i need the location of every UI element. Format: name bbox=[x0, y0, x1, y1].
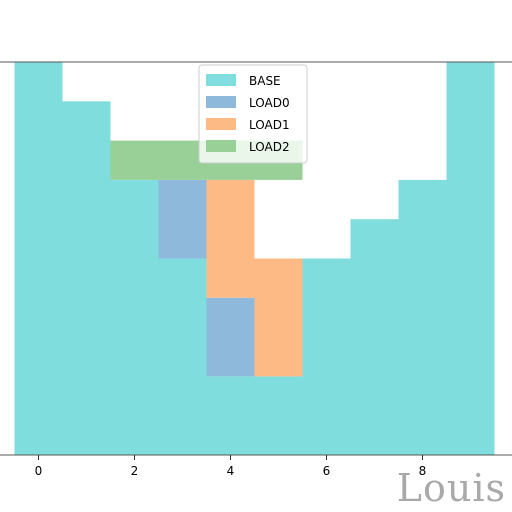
bar-base-5 bbox=[255, 376, 303, 455]
bar-load0-3 bbox=[159, 180, 207, 259]
x-axis-ticks: 02468 bbox=[35, 455, 427, 478]
bar-base-8 bbox=[399, 180, 447, 455]
legend-swatch-load1 bbox=[206, 118, 236, 130]
legend-swatch-load2 bbox=[206, 140, 236, 152]
legend-label-load0: LOAD0 bbox=[249, 96, 290, 110]
legend: BASE LOAD0 LOAD1 LOAD2 bbox=[199, 65, 307, 163]
bar-load1-4 bbox=[207, 180, 255, 298]
bar-base-6 bbox=[303, 259, 351, 456]
bar-base-7 bbox=[351, 219, 399, 455]
x-tick-label-6: 6 bbox=[323, 464, 331, 478]
x-tick-label-0: 0 bbox=[35, 464, 43, 478]
bar-load2-2 bbox=[111, 141, 159, 180]
watermark-text: Louis bbox=[397, 466, 506, 510]
bar-base-4 bbox=[207, 376, 255, 455]
legend-swatch-base bbox=[206, 74, 236, 86]
bar-base-2 bbox=[111, 180, 159, 455]
bar-load0-4 bbox=[207, 298, 255, 377]
bar-base-9 bbox=[447, 62, 495, 455]
legend-swatch-load0 bbox=[206, 96, 236, 108]
bar-load1-5 bbox=[255, 259, 303, 377]
bar-base-3 bbox=[159, 259, 207, 456]
legend-label-load1: LOAD1 bbox=[249, 118, 290, 132]
legend-label-load2: LOAD2 bbox=[249, 140, 290, 154]
x-tick-label-2: 2 bbox=[131, 464, 139, 478]
x-tick-label-4: 4 bbox=[227, 464, 235, 478]
bar-base-0 bbox=[15, 62, 63, 455]
legend-label-base: BASE bbox=[249, 74, 281, 88]
bar-base-1 bbox=[63, 101, 111, 455]
